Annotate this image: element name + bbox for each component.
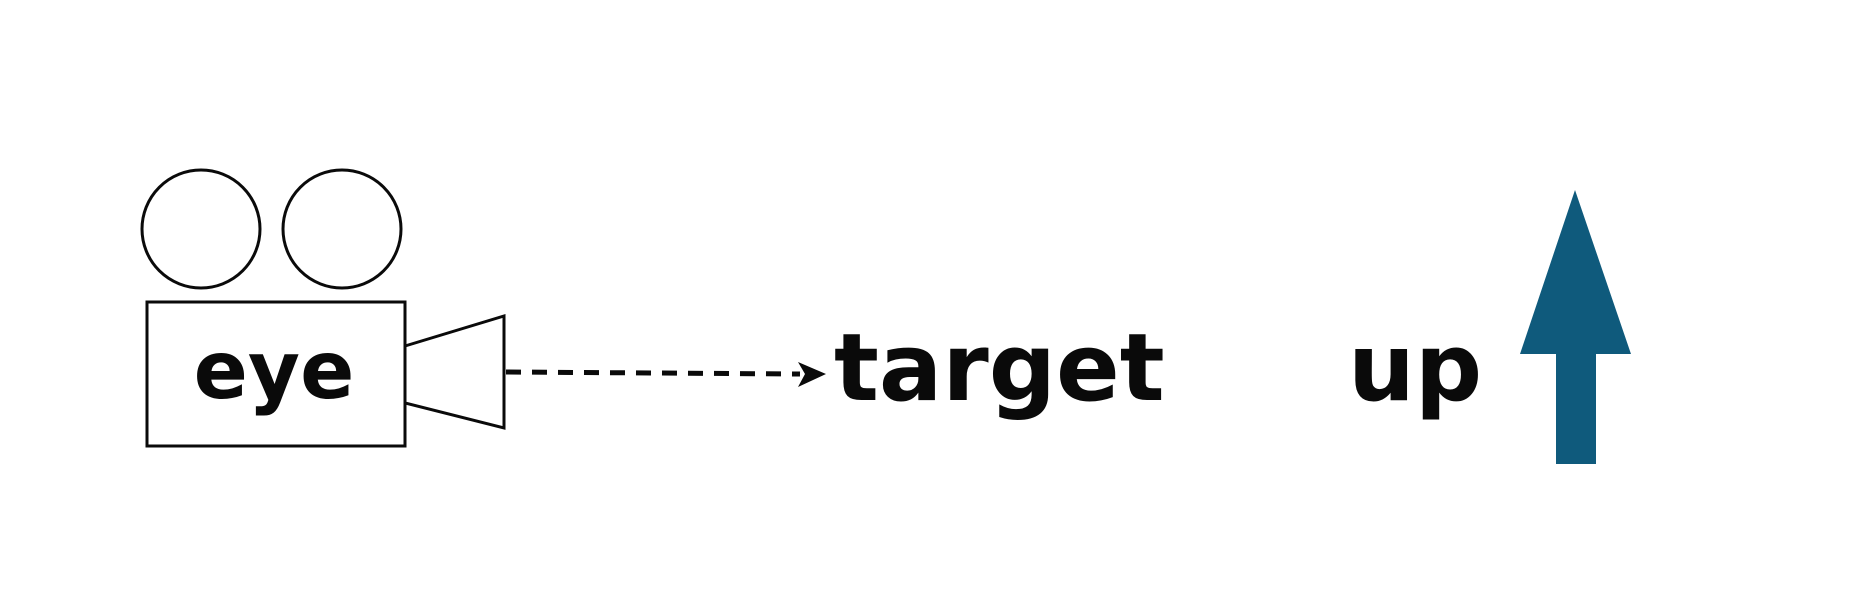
movie-camera-icon [140, 168, 506, 448]
up-label: up [1348, 314, 1482, 423]
dashed-arrow-shaft [505, 369, 801, 377]
camera-lens [403, 313, 506, 430]
camera-reel-right [281, 168, 403, 290]
eye-label: eye [194, 324, 355, 417]
dashed-arrow-head [798, 362, 826, 387]
camera-reel-left [140, 168, 262, 290]
dashed-arrow-icon [505, 362, 826, 387]
up-arrow-icon [1520, 190, 1631, 464]
target-label: target [834, 314, 1165, 423]
